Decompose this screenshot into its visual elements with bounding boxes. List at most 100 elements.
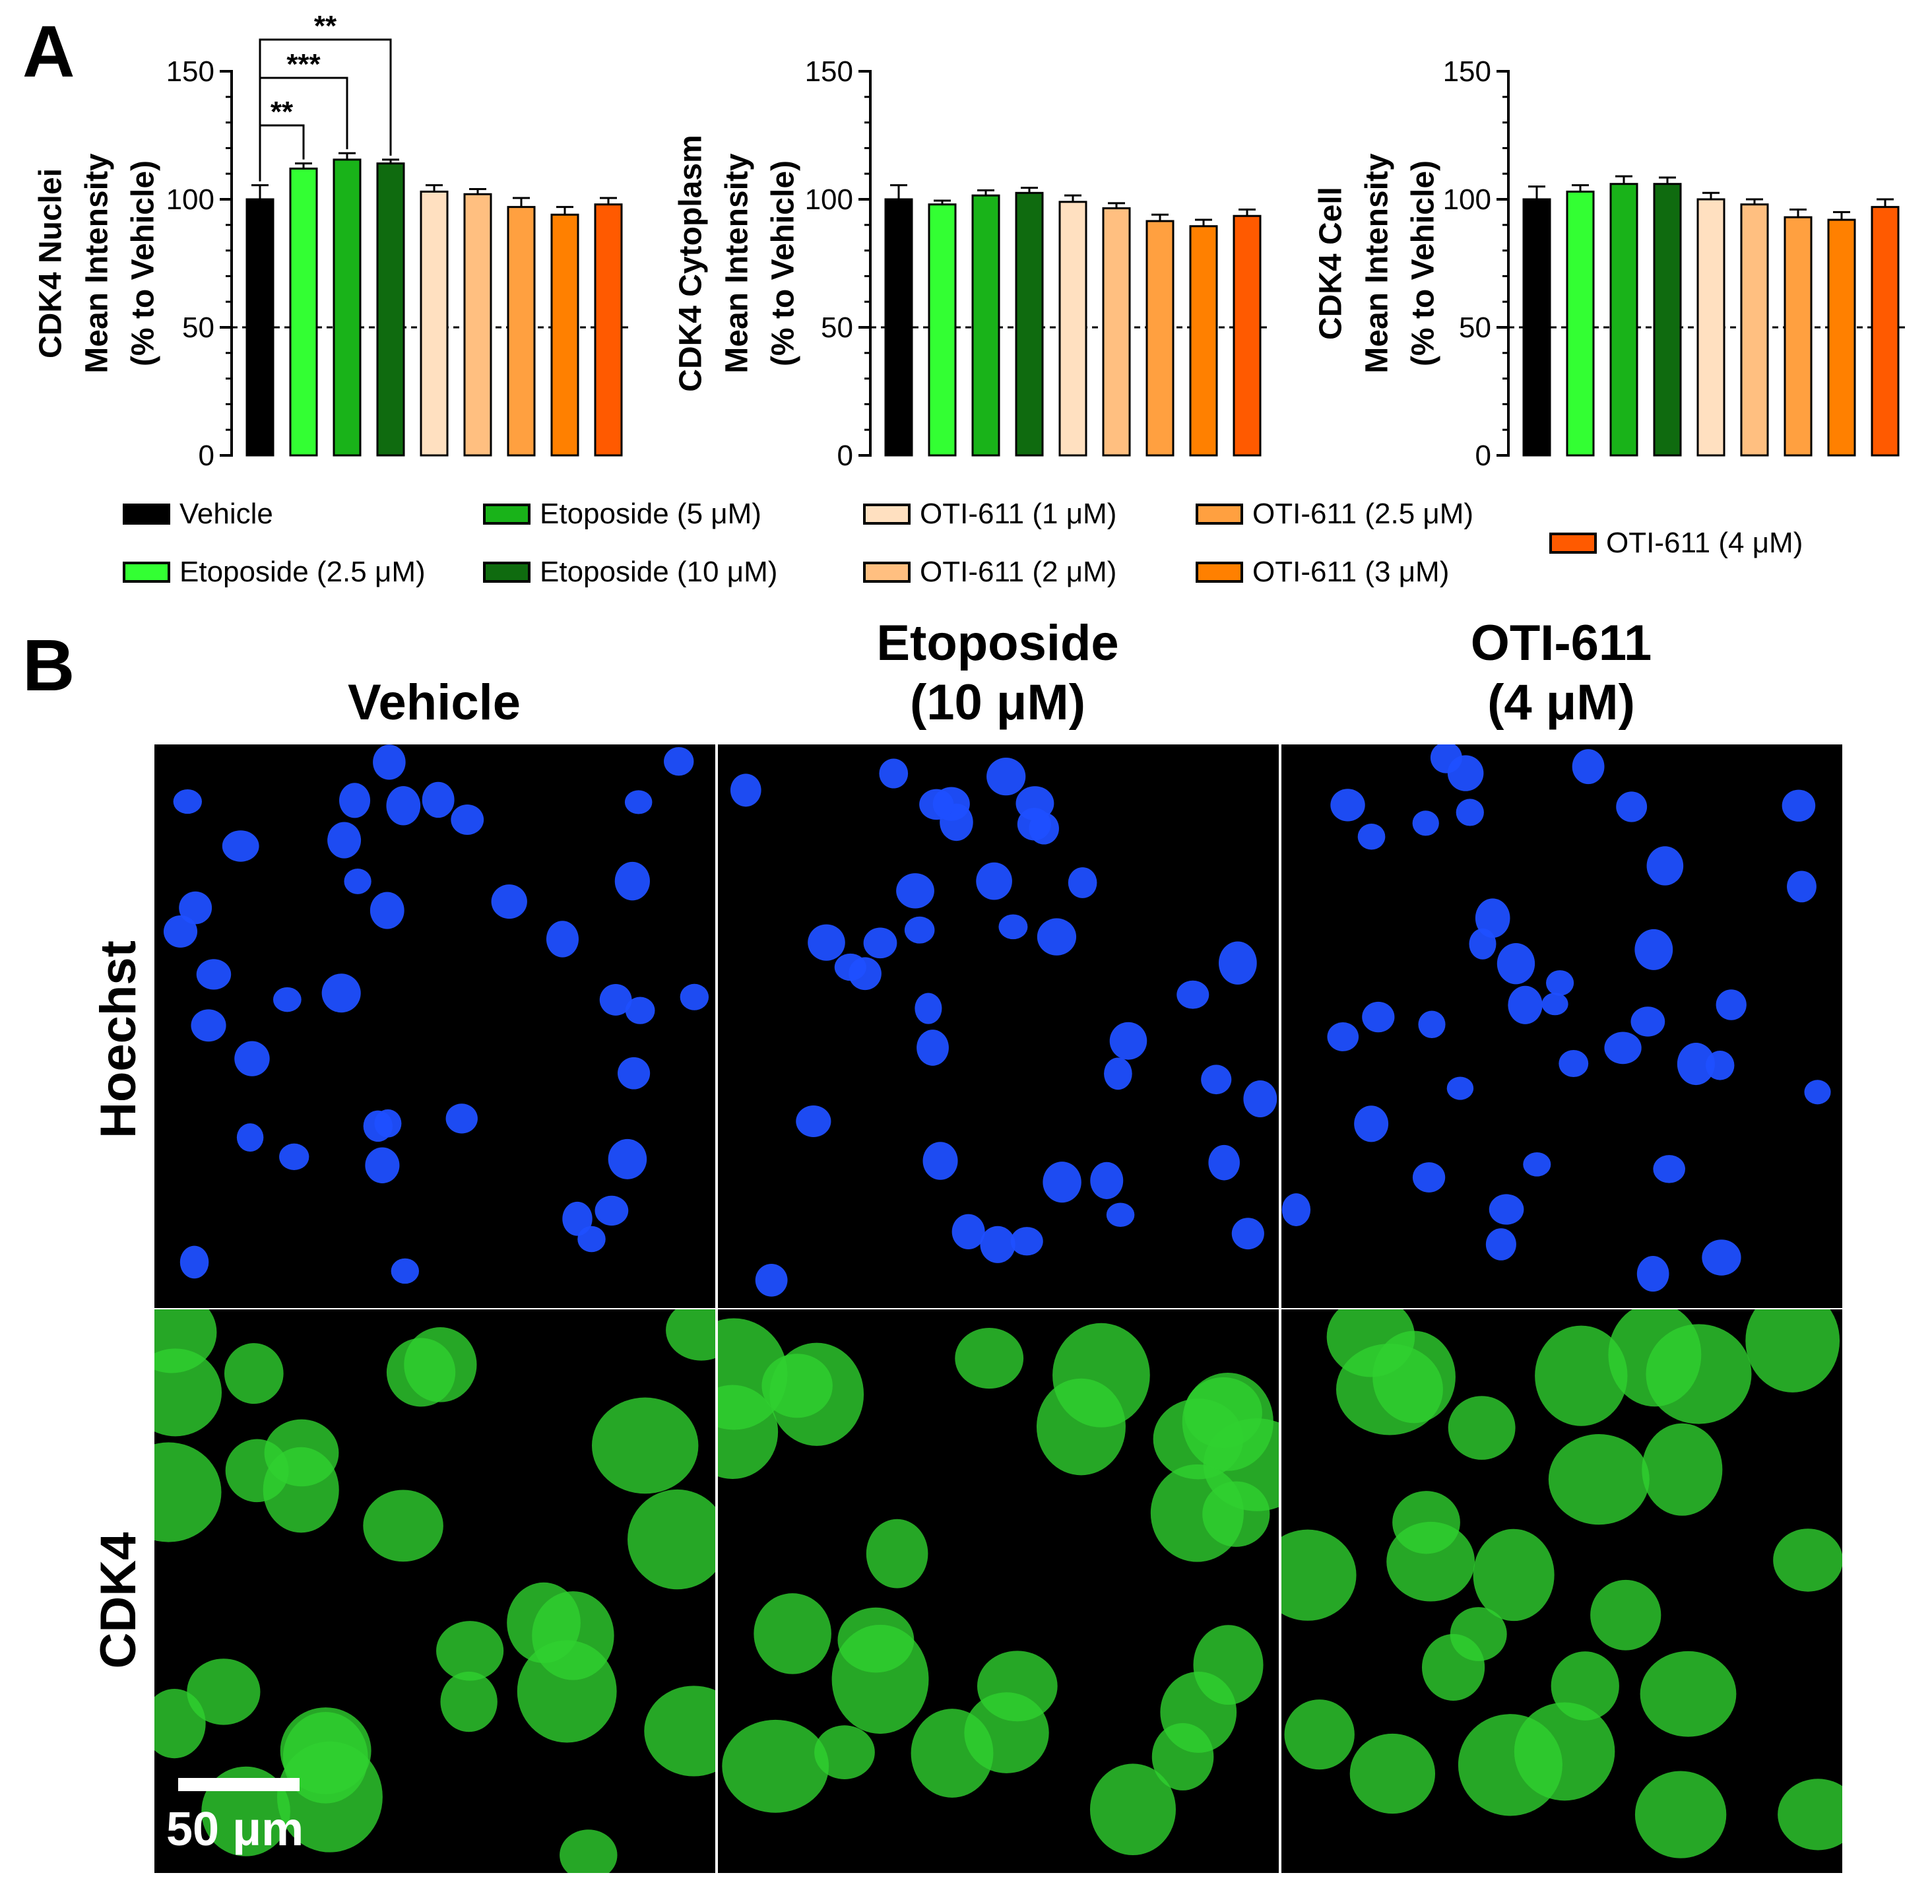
y-tick-label: 0 — [837, 440, 853, 472]
cell — [224, 1343, 284, 1404]
bar-5 — [420, 190, 449, 457]
cell — [718, 1385, 779, 1480]
legend-item: Vehicle — [123, 498, 273, 531]
legend-item: OTI-611 (2 μM) — [863, 556, 1116, 589]
nucleus — [1090, 1162, 1124, 1199]
significance-label: ** — [314, 10, 337, 42]
nucleus — [1208, 1144, 1240, 1181]
nucleus — [1616, 791, 1648, 822]
nucleus — [1357, 823, 1386, 850]
y-axis-label-line: Mean Intensity — [1360, 153, 1395, 374]
nucleus — [863, 927, 897, 959]
nucleus — [173, 789, 202, 814]
y-tick-label: 0 — [199, 440, 214, 472]
cell — [1448, 1396, 1516, 1460]
nucleus — [1017, 808, 1051, 841]
nucleus — [577, 1226, 606, 1253]
nucleus — [976, 862, 1012, 900]
nucleus — [391, 1258, 420, 1284]
cell — [363, 1490, 443, 1562]
nucleus — [664, 746, 694, 776]
legend-label: Etoposide (2.5 μM) — [179, 556, 426, 588]
cell — [911, 1709, 994, 1798]
cell — [837, 1607, 915, 1673]
nucleus — [1447, 755, 1484, 791]
cell — [436, 1621, 504, 1681]
nucleus — [196, 959, 232, 990]
nucleus — [1782, 789, 1816, 822]
legend-swatch — [1196, 504, 1243, 525]
nucleus — [624, 790, 653, 814]
nucleus — [339, 783, 371, 818]
legend-label: OTI-611 (1 μM) — [920, 498, 1117, 530]
nucleus — [491, 884, 527, 919]
cell — [1281, 1529, 1357, 1621]
nucleus — [1418, 1010, 1446, 1039]
scale-bar — [178, 1778, 300, 1791]
cell — [591, 1397, 699, 1494]
nucleus — [1546, 970, 1574, 996]
y-tick-label: 50 — [182, 312, 214, 344]
nucleus — [896, 873, 934, 909]
cell — [1349, 1733, 1436, 1814]
nucleus — [1630, 1006, 1665, 1037]
nucleus — [422, 781, 455, 818]
nucleus — [1327, 1022, 1359, 1051]
legend-label: Vehicle — [179, 498, 273, 530]
column-header-etoposide: Etoposide (10 μM) — [876, 615, 1119, 731]
cell — [1372, 1330, 1456, 1424]
nucleus — [1508, 985, 1543, 1024]
nucleus — [1362, 1001, 1395, 1033]
bar-6 — [1102, 207, 1131, 457]
legend-item: OTI-611 (1 μM) — [863, 498, 1116, 531]
bar-5 — [1058, 201, 1087, 457]
cell — [1392, 1491, 1460, 1554]
y-axis-label-line: CDK4 Cytoplasm — [674, 135, 709, 391]
cell — [1421, 1633, 1485, 1701]
cell — [1052, 1323, 1150, 1428]
y-axis-label-line: Mean Intensity — [720, 153, 755, 374]
cell — [1548, 1434, 1650, 1525]
cell — [1284, 1699, 1355, 1770]
cell — [955, 1328, 1024, 1389]
micrograph-hoechst-2 — [718, 744, 1279, 1308]
cell — [722, 1719, 829, 1813]
nucleus — [1456, 799, 1484, 826]
nucleus — [1109, 1022, 1147, 1060]
bar-1 — [884, 198, 913, 457]
legend-item: Etoposide (10 μM) — [483, 556, 777, 589]
micrograph-cdk4-2 — [718, 1309, 1279, 1873]
legend-item: OTI-611 (3 μM) — [1196, 556, 1449, 589]
y-axis-label-line: Mean Intensity — [80, 153, 115, 374]
bar-2 — [1566, 190, 1595, 457]
nucleus — [327, 822, 362, 859]
cell — [560, 1829, 618, 1873]
cell — [1551, 1651, 1619, 1721]
nucleus — [344, 869, 371, 894]
cell — [761, 1354, 833, 1418]
cell — [1778, 1779, 1842, 1851]
legend: Vehicle Etoposide (2.5 μM) Etoposide (5 μM… — [0, 0, 1932, 607]
cell — [814, 1725, 875, 1779]
nucleus — [1559, 1049, 1589, 1078]
legend-item: OTI-611 (4 μM) — [1549, 527, 1803, 560]
legend-swatch — [123, 504, 170, 525]
micrograph-hoechst-1 — [154, 744, 715, 1308]
legend-swatch — [1549, 533, 1597, 554]
nucleus — [1634, 929, 1673, 970]
cell — [517, 1640, 617, 1743]
cell — [644, 1686, 715, 1777]
nucleus — [595, 1195, 629, 1226]
nucleus — [1412, 1162, 1446, 1193]
cell — [187, 1658, 261, 1725]
y-axis-label-line: (% to Vehicle) — [126, 160, 161, 366]
legend-swatch — [123, 562, 170, 583]
nucleus — [730, 773, 761, 807]
nucleus — [951, 1214, 985, 1249]
bar-2 — [289, 167, 318, 457]
nucleus — [451, 804, 484, 835]
panel-label-a: A — [22, 11, 75, 92]
legend-label: OTI-611 (4 μM) — [1606, 527, 1803, 559]
cell — [1608, 1309, 1702, 1407]
nucleus — [1354, 1105, 1389, 1142]
